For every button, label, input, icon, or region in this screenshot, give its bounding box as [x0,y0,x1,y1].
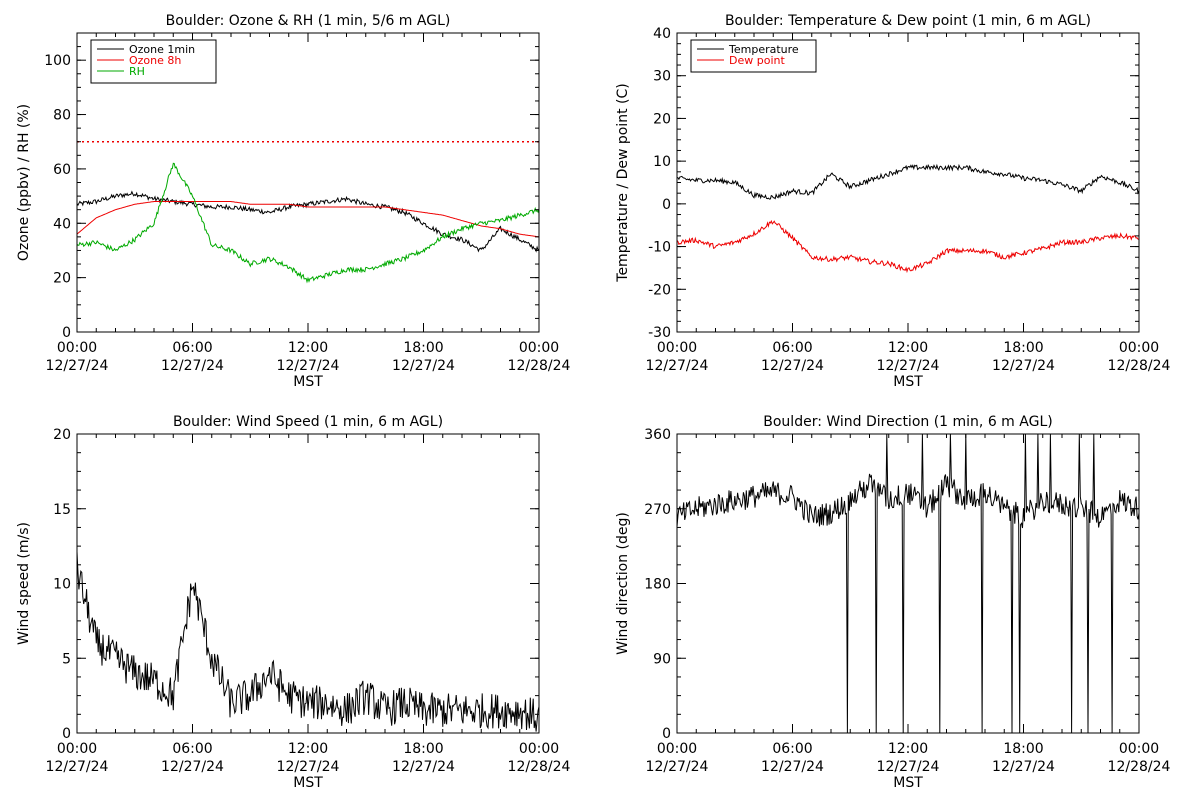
y-tick-label: 20 [653,111,671,127]
x-tick-time-label: 06:00 [772,340,812,356]
legend-entry: Temperature [728,43,799,56]
y-tick-label: 90 [653,651,671,667]
series-line-trace [676,433,1140,734]
y-tick-label: -10 [648,240,671,256]
x-tick-date-label: 12/27/24 [46,759,109,775]
chart-panel-4: Boulder: Wind Direction (1 min, 6 m AGL)… [615,414,1171,791]
legend-entry: RH [129,65,145,78]
y-tick-label: 360 [644,427,671,443]
chart-panel-2: Boulder: Temperature & Dew point (1 min,… [615,13,1171,390]
x-axis-label: MST [293,374,323,390]
x-tick-time-label: 18:00 [403,741,443,757]
panels: Boulder: Ozone & RH (1 min, 5/6 m AGL) 0 2… [16,13,1171,791]
x-tick-date-label: 12/27/24 [392,358,455,374]
x-tick-date-label: 12/28/24 [508,759,571,775]
x-tick-date-label: 12/28/24 [1108,759,1171,775]
y-tick-label: 0 [662,726,671,742]
y-axis-label: Wind direction (deg) [615,512,631,655]
y-tick-label: 270 [644,502,671,518]
y-axis-label: Temperature / Dew point (C) [615,83,631,282]
x-tick-time-label: 00:00 [657,340,697,356]
x-tick-date-label: 12/27/24 [277,358,340,374]
x-tick-time-label: 06:00 [172,741,212,757]
x-tick-time-label: 06:00 [172,340,212,356]
x-tick-time-label: 18:00 [1003,340,1043,356]
x-tick-time-label: 00:00 [657,741,697,757]
x-tick-date-label: 12/28/24 [508,358,571,374]
x-tick-date-label: 12/28/24 [1108,358,1171,374]
legend-box [690,39,817,73]
y-tick-label: 40 [53,216,71,232]
x-tick-time-label: 00:00 [57,340,97,356]
series-line-trace [76,551,540,732]
chart-title: Boulder: Wind Direction (1 min, 6 m AGL) [763,414,1052,430]
x-tick-time-label: 06:00 [772,741,812,757]
x-tick-date-label: 12/27/24 [646,358,709,374]
x-tick-date-label: 12/27/24 [877,358,940,374]
x-tick-date-label: 12/27/24 [761,759,824,775]
y-tick-label: 0 [62,726,71,742]
y-tick-label: 10 [653,154,671,170]
y-axis-label: Ozone (ppbv) / RH (%) [16,104,32,261]
x-tick-date-label: 12/27/24 [877,759,940,775]
y-tick-label: 180 [644,577,671,593]
y-tick-label: 0 [62,325,71,341]
series-line-ozone-8h [76,201,540,238]
y-tick-label: 60 [53,162,71,178]
y-tick-label: 80 [53,108,71,124]
y-tick-label: 10 [53,577,71,593]
y-tick-label: 15 [53,502,71,518]
series-line-ozone-1min [76,190,540,253]
x-tick-time-label: 00:00 [57,741,97,757]
x-tick-date-label: 12/27/24 [392,759,455,775]
x-tick-time-label: 12:00 [288,340,328,356]
chart-panel-1: Boulder: Ozone & RH (1 min, 5/6 m AGL) 0 2… [16,13,571,390]
chart-title: Boulder: Ozone & RH (1 min, 5/6 m AGL) [166,13,451,29]
legend-entry: Ozone 1min [129,43,195,56]
x-tick-time-label: 00:00 [519,340,559,356]
x-tick-date-label: 12/27/24 [161,358,224,374]
legend-entry: Ozone 8h [129,54,181,67]
y-tick-label: 20 [53,271,71,287]
series-line-temperature [676,163,1140,200]
x-axis-label: MST [893,775,923,791]
y-tick-label: 0 [662,197,671,213]
y-tick-label: -30 [648,325,671,341]
x-axis-label: MST [893,374,923,390]
x-tick-time-label: 12:00 [888,741,928,757]
x-tick-date-label: 12/27/24 [761,358,824,374]
series-line-dew-point [676,219,1140,274]
chart-panel-3: Boulder: Wind Speed (1 min, 6 m AGL) 0 5 10… [16,414,571,791]
x-tick-time-label: 00:00 [1119,340,1159,356]
x-tick-date-label: 12/27/24 [46,358,109,374]
x-tick-date-label: 12/27/24 [161,759,224,775]
x-tick-time-label: 12:00 [888,340,928,356]
y-tick-label: 20 [53,427,71,443]
legend-box [90,39,217,84]
x-tick-date-label: 12/27/24 [992,759,1055,775]
chart-title: Boulder: Wind Speed (1 min, 6 m AGL) [173,414,443,430]
x-tick-time-label: 18:00 [403,340,443,356]
legend-entry: Dew point [729,54,785,67]
chart-title: Boulder: Temperature & Dew point (1 min,… [725,13,1091,29]
y-tick-label: -20 [648,282,671,298]
x-tick-time-label: 00:00 [1119,741,1159,757]
x-tick-date-label: 12/27/24 [646,759,709,775]
x-axis-label: MST [293,775,323,791]
y-tick-label: 5 [62,651,71,667]
x-tick-time-label: 12:00 [288,741,328,757]
y-tick-label: 100 [44,53,71,69]
y-tick-label: 30 [653,69,671,85]
series-line-rh [76,162,540,284]
x-tick-date-label: 12/27/24 [277,759,340,775]
x-tick-time-label: 18:00 [1003,741,1043,757]
y-axis-label: Wind speed (m/s) [16,522,32,645]
x-tick-date-label: 12/27/24 [992,358,1055,374]
x-tick-time-label: 00:00 [519,741,559,757]
y-tick-label: 40 [653,26,671,42]
